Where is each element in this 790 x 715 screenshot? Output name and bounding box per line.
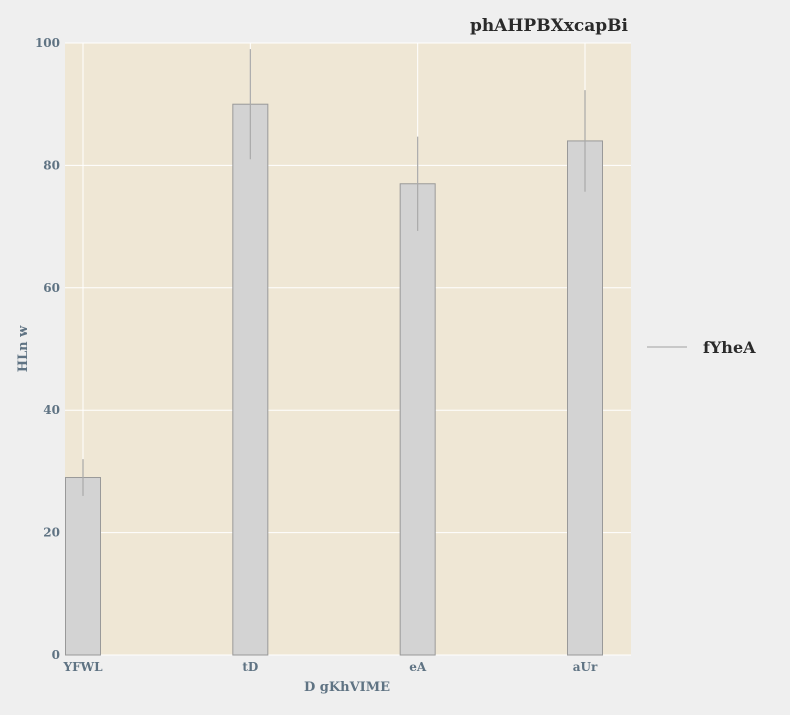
bars xyxy=(65,49,603,656)
x-tick-label: aUr xyxy=(573,660,598,674)
y-tick-label: 40 xyxy=(43,403,60,417)
bar xyxy=(399,183,436,656)
bar xyxy=(232,103,269,656)
y-axis-ticks: 0 20 40 60 80 100 xyxy=(35,36,60,662)
x-tick-label: tD xyxy=(242,660,258,674)
x-tick-label: eA xyxy=(409,660,427,674)
y-tick-label: 0 xyxy=(52,648,60,662)
y-tick-label: 80 xyxy=(43,158,60,172)
y-tick-label: 20 xyxy=(43,526,60,540)
x-tick-label: YFWL xyxy=(63,660,104,674)
chart-title: phAHPBXxcapBi xyxy=(470,16,629,36)
bar xyxy=(567,140,603,656)
y-tick-label: 100 xyxy=(35,36,60,50)
x-axis-ticks: YFWL tD eA aUr xyxy=(63,660,598,674)
legend: fYheA xyxy=(647,338,756,357)
legend-label: fYheA xyxy=(703,338,756,357)
bar xyxy=(65,477,101,656)
x-axis-label: D gKhVIME xyxy=(304,680,390,695)
plot-area xyxy=(65,43,631,655)
y-tick-label: 60 xyxy=(43,281,60,295)
y-axis-label: HLn w xyxy=(16,325,31,372)
